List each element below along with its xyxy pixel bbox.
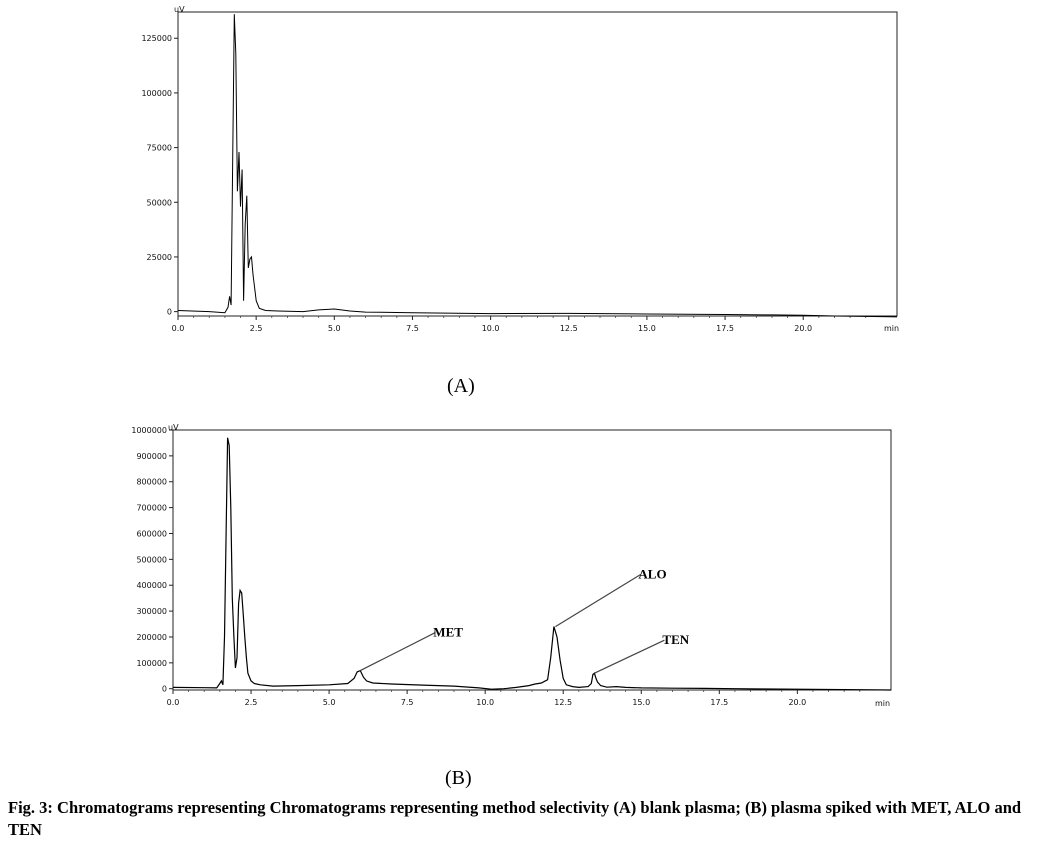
x-tick-label-b: 7.5 [401,698,414,707]
y-tick-label-a: 50000 [147,198,172,207]
x-tick-label-b: 2.5 [245,698,258,707]
x-tick-label-a: 2.5 [250,324,263,333]
x-tick-label-b: 0.0 [167,698,180,707]
x-tick-label-b: 10.0 [476,698,494,707]
x-tick-label-a: 5.0 [328,324,341,333]
y-tick-label-b: 600000 [136,529,167,538]
annotation-label-alo: ALO [638,567,666,582]
x-tick-label-a: 15.0 [638,324,656,333]
ticks-a: 0.0 2.5 5.0 7.5 10.0 12.5 15.0 17.5 20.0 0 25000 50… [141,34,867,333]
chromatogram-a: uV min 0.0 2.5 5.0 7.5 10.0 12.5 15.0 17.5 20.00… [141,5,899,397]
chromatogram-b: uV min 0.0 2.5 5.0 7.5 10.0 12.5 15.0 17.5 20.00… [131,423,892,789]
y-tick-label-b: 900000 [136,452,167,461]
x-tick-label-b: 15.0 [632,698,650,707]
x-tick-label-a: 10.0 [482,324,500,333]
x-unit-label-b: min [875,699,890,708]
ticks-b: 0.0 2.5 5.0 7.5 10.0 12.5 15.0 17.5 20.0 0 100000 2… [131,426,861,707]
x-tick-label-b: 20.0 [788,698,806,707]
annotation-leader-ten [594,639,665,674]
y-tick-label-b: 1000000 [131,426,167,435]
annotation-label-met: MET [433,625,463,640]
y-tick-label-a: 0 [167,308,172,317]
y-tick-label-a: 100000 [141,89,172,98]
annotation-leader-alo [555,574,641,628]
x-unit-label-a: min [884,324,899,333]
x-tick-label-a: 7.5 [406,324,419,333]
y-tick-label-b: 0 [162,685,167,694]
y-tick-label-a: 75000 [147,144,172,153]
y-tick-label-b: 300000 [136,607,167,616]
figure-caption: Fig. 3: Chromatograms representing Chrom… [8,798,1022,839]
y-unit-label-b: uV [168,423,179,432]
trace-a [177,14,898,318]
plot-frame-b [172,429,892,691]
y-tick-label-a: 25000 [147,253,172,262]
y-tick-label-b: 200000 [136,633,167,642]
plot-frame-a [177,11,898,317]
trace-b [172,437,892,691]
x-tick-label-a: 17.5 [716,324,734,333]
y-tick-label-b: 700000 [136,504,167,513]
x-tick-label-b: 5.0 [323,698,336,707]
panel-label-b: (B) [445,767,472,789]
x-tick-label-a: 20.0 [794,324,812,333]
annotation-leader-met [360,632,436,672]
x-tick-label-b: 12.5 [554,698,572,707]
y-tick-label-b: 500000 [136,555,167,564]
y-tick-label-b: 100000 [136,659,167,668]
peak-annotations-b: MET ALO TEN [360,567,690,674]
y-unit-label-a: uV [174,5,185,14]
y-tick-label-b: 800000 [136,478,167,487]
x-tick-label-a: 12.5 [560,324,578,333]
x-tick-label-b: 17.5 [710,698,728,707]
annotation-label-ten: TEN [662,632,689,647]
y-tick-label-a: 125000 [141,34,172,43]
x-tick-label-a: 0.0 [172,324,185,333]
y-tick-label-b: 400000 [136,581,167,590]
panel-label-a: (A) [447,375,475,397]
